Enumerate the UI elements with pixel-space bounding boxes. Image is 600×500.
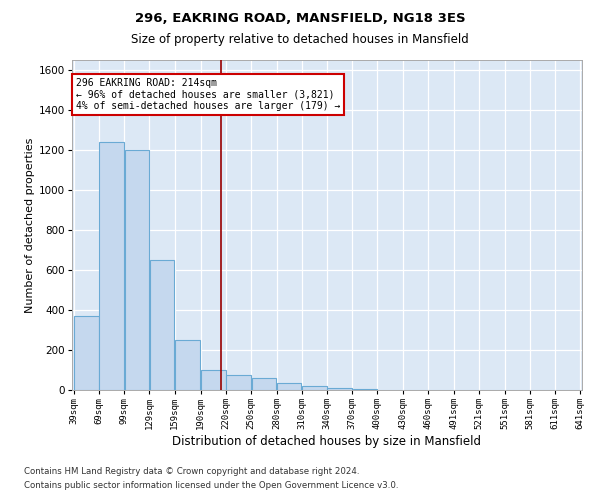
Bar [125,150,149,390]
Bar [99,142,124,390]
Text: Contains HM Land Registry data © Crown copyright and database right 2024.: Contains HM Land Registry data © Crown c… [24,467,359,476]
X-axis label: Distribution of detached houses by size in Mansfield: Distribution of detached houses by size … [173,435,482,448]
Text: 296, EAKRING ROAD, MANSFIELD, NG18 3ES: 296, EAKRING ROAD, MANSFIELD, NG18 3ES [134,12,466,26]
Y-axis label: Number of detached properties: Number of detached properties [25,138,35,312]
Bar [175,340,200,390]
Text: 296 EAKRING ROAD: 214sqm
← 96% of detached houses are smaller (3,821)
4% of semi: 296 EAKRING ROAD: 214sqm ← 96% of detach… [76,78,341,111]
Bar [201,370,226,390]
Bar [328,388,352,390]
Bar [74,316,98,390]
Text: Size of property relative to detached houses in Mansfield: Size of property relative to detached ho… [131,32,469,46]
Text: Contains public sector information licensed under the Open Government Licence v3: Contains public sector information licen… [24,481,398,490]
Bar [353,389,377,390]
Bar [226,375,251,390]
Bar [302,386,326,390]
Bar [150,260,175,390]
Bar [277,383,301,390]
Bar [251,378,276,390]
